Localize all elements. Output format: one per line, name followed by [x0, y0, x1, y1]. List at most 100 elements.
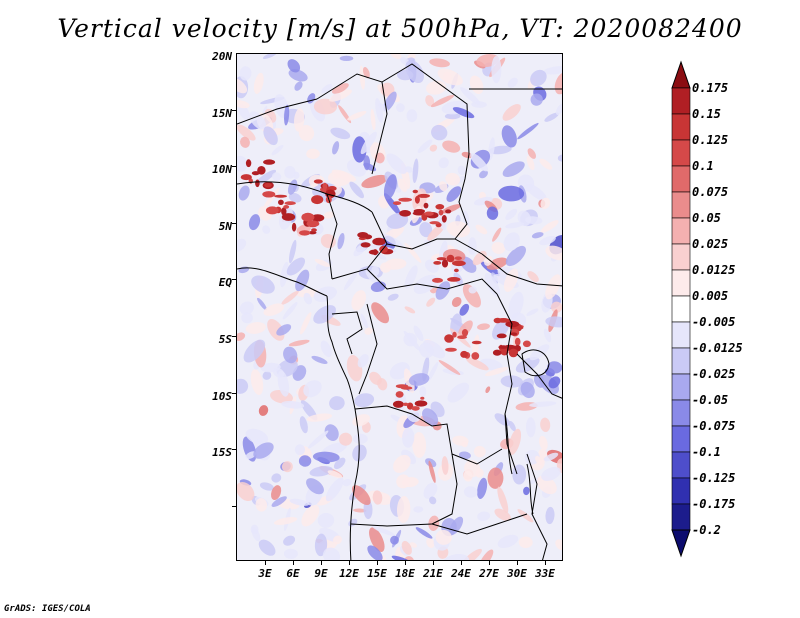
velocity-blob — [403, 332, 418, 347]
velocity-blob — [497, 486, 509, 514]
border-tanzania — [516, 353, 562, 399]
border-car-drc — [366, 268, 498, 295]
updraft-cell — [395, 384, 409, 389]
velocity-blob — [543, 328, 552, 343]
colorbar-bin — [671, 191, 691, 219]
border-angola-namibia — [350, 523, 433, 527]
velocity-blob — [475, 468, 484, 478]
velocity-blob — [251, 275, 275, 294]
velocity-blob — [262, 371, 272, 380]
colorbar-bin — [671, 139, 691, 167]
velocity-blob — [282, 301, 298, 320]
velocity-blob — [327, 470, 343, 479]
velocity-blob — [479, 549, 494, 560]
lat-label-5n: 5N — [218, 220, 232, 233]
velocity-blob — [294, 108, 305, 132]
colorbar-label: -0.175 — [692, 497, 736, 511]
velocity-blob — [333, 457, 346, 470]
colorbar-label: -0.125 — [692, 471, 736, 485]
velocity-blob — [396, 496, 411, 523]
velocity-blob — [381, 493, 391, 500]
updraft-cell — [508, 348, 518, 358]
velocity-blob — [321, 84, 333, 94]
velocity-blob — [461, 441, 468, 448]
velocity-blob — [286, 257, 306, 276]
velocity-blob — [484, 272, 501, 298]
colorbar-label: -0.005 — [692, 315, 736, 329]
updraft-cell — [522, 340, 531, 348]
velocity-blob — [249, 111, 266, 130]
lat-tick — [232, 449, 236, 450]
velocity-blob — [288, 239, 297, 264]
velocity-blob — [237, 77, 248, 94]
border-mali-niger — [237, 98, 318, 125]
velocity-blob — [412, 432, 427, 458]
velocity-blob — [353, 433, 368, 444]
velocity-blob — [458, 451, 471, 460]
lon-label-24e: 24E — [451, 567, 471, 580]
velocity-blob — [505, 208, 518, 220]
velocity-blob — [427, 362, 439, 382]
velocity-blob — [298, 455, 312, 467]
lon-tick — [405, 561, 406, 565]
velocity-blob — [429, 496, 437, 505]
velocity-blob — [544, 112, 559, 122]
velocity-blob — [250, 524, 259, 535]
updraft-cell — [263, 159, 276, 165]
updraft-cell — [471, 340, 482, 345]
velocity-blob — [271, 172, 282, 181]
velocity-blob — [257, 297, 267, 311]
updraft-cell — [514, 337, 521, 346]
colorbar-bin — [671, 399, 691, 427]
colorbar-label: -0.05 — [692, 393, 729, 407]
velocity-blob — [540, 197, 551, 210]
velocity-blob — [401, 477, 419, 488]
updraft-cell — [313, 179, 323, 184]
velocity-blob — [457, 165, 466, 176]
velocity-blob — [339, 432, 353, 446]
velocity-blob — [288, 69, 308, 82]
lon-tick — [461, 561, 462, 565]
updraft-cell — [471, 352, 480, 360]
colorbar-label: 0.05 — [692, 211, 721, 225]
border-niger-chad — [371, 81, 388, 175]
colorbar-bin — [671, 347, 691, 375]
velocity-blob — [314, 533, 328, 557]
velocity-blob — [364, 327, 373, 335]
lat-tick — [232, 506, 236, 507]
velocity-blob — [508, 291, 524, 319]
lat-tick — [232, 223, 236, 224]
lon-label-15e: 15E — [367, 567, 387, 580]
velocity-blob — [329, 89, 352, 102]
velocity-blob — [271, 144, 284, 156]
border-angola-zambia — [431, 453, 458, 525]
velocity-blob — [539, 158, 553, 170]
velocity-blob — [467, 237, 477, 255]
velocity-blob — [466, 357, 489, 371]
velocity-blob — [258, 405, 269, 416]
velocity-blob — [442, 71, 452, 84]
velocity-blob — [413, 325, 424, 342]
velocity-blob — [451, 296, 462, 308]
velocity-blob — [311, 355, 328, 364]
updraft-cell — [461, 329, 469, 337]
velocity-blob — [539, 435, 548, 451]
velocity-blob — [245, 322, 266, 334]
lat-tick — [232, 166, 236, 167]
velocity-blob — [529, 344, 550, 361]
updraft-cell — [452, 260, 466, 267]
velocity-blob — [541, 466, 561, 481]
velocity-blob — [237, 238, 247, 253]
updraft-cell — [492, 349, 502, 356]
velocity-blob — [237, 332, 246, 341]
velocity-blob — [263, 126, 278, 146]
velocity-blob — [470, 153, 488, 172]
velocity-blob — [353, 508, 367, 513]
velocity-blob — [281, 290, 299, 305]
updraft-cell — [441, 215, 447, 223]
velocity-blob — [240, 136, 250, 148]
velocity-blob — [255, 498, 268, 512]
velocity-blob — [263, 187, 280, 209]
velocity-blob — [557, 154, 562, 162]
velocity-blob — [530, 69, 547, 87]
